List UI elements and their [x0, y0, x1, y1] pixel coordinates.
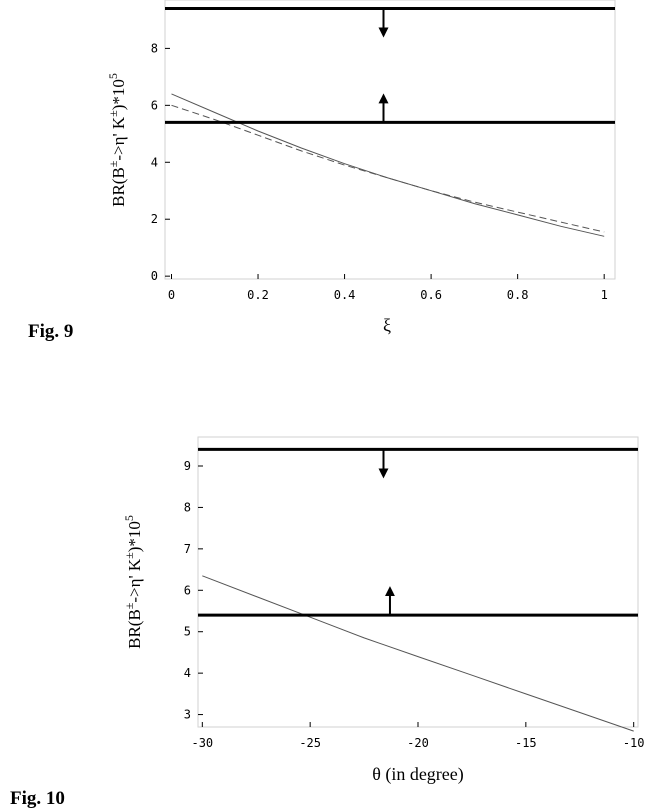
y-tick-label: 9 [184, 459, 191, 473]
x-tick-label: 0.6 [420, 288, 442, 302]
x-ticks: -30 -25 -20 -15 -10 [191, 722, 645, 750]
plot-frame [164, 0, 616, 280]
y-axis-label: BR(B±->η' K±)*105 [122, 515, 144, 649]
chart-fig10: 3 4 5 6 7 8 9 -30 -25 -20 -15 -10 BR(B±->η' K±)*10… [10, 436, 645, 809]
figure-caption: Fig. 9 [28, 321, 73, 342]
x-tick-label: -20 [407, 736, 429, 750]
x-tick-label: 0.8 [507, 288, 529, 302]
y-tick-label: 4 [184, 666, 191, 680]
x-tick-label: -15 [515, 736, 537, 750]
series-lines [171, 93, 605, 237]
x-tick-label: -10 [623, 736, 645, 750]
y-tick-label: 5 [184, 625, 191, 639]
x-tick-label: -25 [299, 736, 321, 750]
bound-lines [198, 447, 638, 617]
y-axis-label: BR(B±->η' K±)*105 [106, 73, 128, 207]
y-tick-label: 6 [151, 98, 158, 112]
plot-frame [197, 436, 639, 728]
x-tick-label: -30 [191, 736, 213, 750]
x-tick-label: 0 [168, 288, 175, 302]
bound-lines [165, 7, 615, 124]
x-axis-label: ξ [383, 315, 391, 335]
x-tick-label: 1 [601, 288, 608, 302]
y-tick-label: 7 [184, 542, 191, 556]
y-tick-label: 8 [151, 41, 158, 55]
y-tick-label: 6 [184, 583, 191, 597]
y-tick-label: 8 [184, 500, 191, 514]
series-line-solid [202, 575, 634, 732]
x-ticks: 0 0.2 0.4 0.6 0.8 1 [168, 274, 608, 302]
x-axis-label: θ (in degree) [372, 764, 464, 785]
series-lines [202, 575, 634, 732]
y-tick-label: 0 [151, 269, 158, 283]
chart-fig9: 0 2 4 6 8 0 0.2 0.4 0.6 0.8 1 BR(B±->η' K±)*105 ξ… [28, 0, 616, 342]
figure-caption: Fig. 10 [10, 788, 65, 809]
y-tick-label: 3 [184, 708, 191, 722]
y-ticks: 0 2 4 6 8 [151, 41, 170, 283]
x-tick-label: 0.4 [334, 288, 356, 302]
y-tick-label: 2 [151, 212, 158, 226]
series-line-solid [171, 93, 605, 237]
y-tick-label: 4 [151, 155, 158, 169]
x-tick-label: 0.2 [247, 288, 269, 302]
y-ticks: 3 4 5 6 7 8 9 [184, 459, 203, 722]
series-line-dashed [171, 104, 605, 233]
